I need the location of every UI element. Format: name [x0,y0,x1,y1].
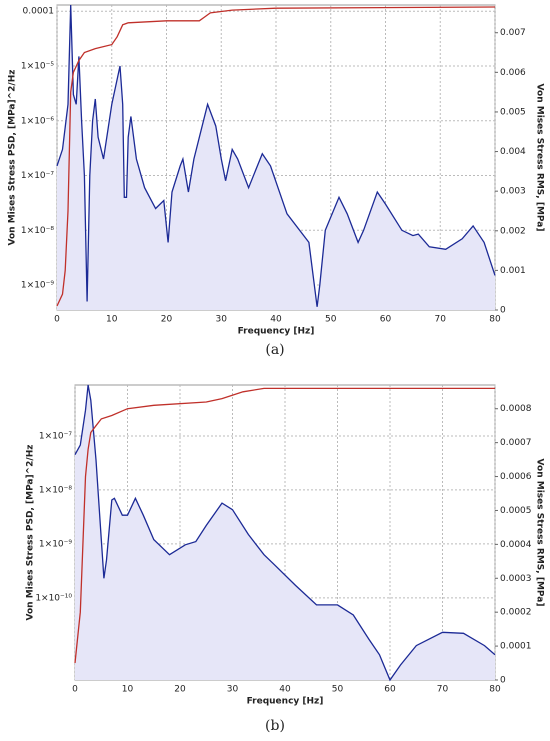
y2-tick-label: 0.0001 [500,642,532,652]
x-axis-label: Frequency [Hz] [247,697,324,707]
x-axis-label: Frequency [Hz] [238,327,315,337]
y2-tick-label: 0.0006 [500,472,532,482]
y-tick-label: 1×10⁻⁷ [39,431,72,441]
caption: (b) [265,718,285,734]
y2-tick-label: 0.002 [500,226,526,236]
x-tick-label: 60 [384,685,396,695]
y-tick-label: 1×10⁻⁹ [39,539,72,549]
x-tick-label: 50 [325,315,337,325]
x-tick-label: 50 [332,685,344,695]
y2-tick-label: 0.0005 [500,506,532,516]
y-tick-label: 1×10⁻⁸ [39,485,72,495]
y2-tick-label: 0 [500,676,506,686]
x-tick-label: 70 [437,685,449,695]
x-tick-label: 10 [106,315,118,325]
y-tick-label: 1×10⁻⁸ [21,226,54,236]
y2-tick-label: 0.001 [500,266,526,276]
caption: (a) [265,342,284,358]
y-tick-label: 1×10⁻⁷ [21,171,54,181]
y2-tick-label: 0.0002 [500,608,532,618]
y2-tick-label: 0.0004 [500,540,532,550]
x-tick-label: 30 [216,315,228,325]
y2-tick-label: 0.0008 [500,404,532,414]
y2-tick-label: 0.003 [500,187,526,197]
y2-tick-label: 0 [500,306,506,316]
y-tick-label: 1×10⁻¹⁰ [35,593,72,603]
x-tick-label: 20 [161,315,173,325]
x-tick-label: 30 [227,685,239,695]
y2-tick-label: 0.0003 [500,574,532,584]
series-line [74,384,496,682]
x-tick-label: 80 [489,315,501,325]
x-tick-label: 10 [122,685,134,695]
x-tick-label: 40 [279,685,291,695]
y-tick-label: 1×10⁻⁹ [21,281,54,291]
y-tick-label: 1×10⁻⁵ [21,61,54,71]
x-tick-label: 60 [380,315,392,325]
x-tick-label: 40 [270,315,282,325]
x-tick-label: 20 [174,685,186,695]
x-tick-label: 70 [435,315,447,325]
area-fill [57,5,495,310]
y2-axis-label: Von Mises Stress RMS, [MPa] [535,84,545,232]
y2-tick-label: 0.007 [500,28,526,38]
series-line [56,6,496,307]
y-tick-label: 1×10⁻⁶ [21,116,54,126]
x-tick-label: 80 [489,685,501,695]
x-tick-label: 0 [72,685,78,695]
y2-axis-label: Von Mises Stress RMS, [MPa] [535,459,545,607]
y-axis-label: Von Mises Stress PSD, [MPa]^2/Hz [26,445,36,621]
y2-tick-label: 0.0007 [500,438,532,448]
y-tick-label: 0.0001 [23,7,55,17]
series-line [74,387,495,664]
y2-tick-label: 0.004 [500,147,526,157]
series-line [56,4,496,307]
y2-tick-label: 0.006 [500,68,526,78]
x-tick-label: 0 [54,315,60,325]
y-axis-label: Von Mises Stress PSD, [MPa]^2/Hz [8,70,18,246]
y2-tick-label: 0.005 [500,107,526,117]
area-fill [75,385,495,680]
